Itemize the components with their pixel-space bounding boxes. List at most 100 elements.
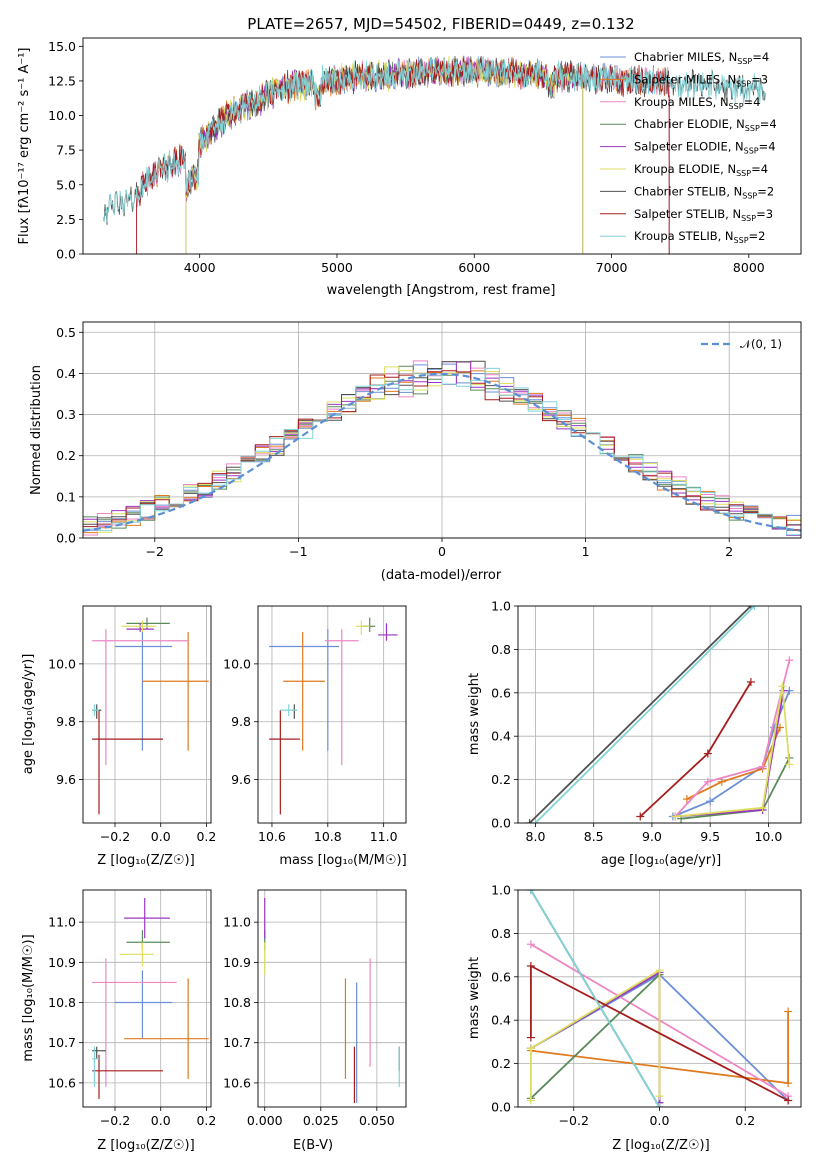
y-tick-label: 10.0	[223, 656, 251, 671]
x-tick-label: −1	[289, 544, 307, 559]
plot-area	[83, 360, 801, 537]
legend-suffix: =2	[757, 184, 774, 198]
plot-background	[258, 890, 406, 1107]
y-tick-label: 0.0	[56, 531, 76, 546]
y-tick-label: 10.0	[48, 656, 76, 671]
plot-area	[92, 617, 209, 815]
x-tick-label: 0.000	[247, 1113, 283, 1128]
legend-subscript: SSP	[734, 236, 749, 245]
plot-area	[103, 55, 766, 254]
y-tick-label: 0.1	[56, 489, 76, 504]
x-axis-label: E(B-V)	[293, 1138, 333, 1153]
x-axis-label: wavelength [Angstrom, rest frame]	[327, 283, 556, 298]
y-axis-label: Normed distribution	[29, 365, 44, 495]
y-tick-label: 9.6	[231, 772, 251, 787]
plot-background	[258, 606, 406, 823]
plot-area	[92, 898, 209, 1099]
weight-line-6	[675, 685, 791, 818]
legend-entry: Chabrier STELIB, NSSP=2	[634, 184, 774, 200]
x-tick-label: 11.0	[370, 829, 398, 844]
plot-area	[264, 898, 400, 1103]
mass-vs-metallicity-panel: −0.2 0.0 0.2 10.6 10.7 10.8 10.9 11.0 Z [log₁₀(Z…	[21, 889, 216, 1153]
legend-subscript: SSP	[744, 147, 759, 156]
y-tick-label: 10.6	[223, 1075, 251, 1090]
spectrum-panel: 4000 5000 6000 7000 8000 0.0 2.5 5.0 7.5 10.0 12.5…	[17, 37, 802, 298]
y-tick-label: 0.4	[491, 1013, 511, 1028]
plot-area	[525, 606, 794, 823]
x-tick-label: 0.0	[151, 829, 171, 844]
y-axis-label: mass [log₁₀(M/M☉)]	[21, 934, 36, 1061]
weight-line-3	[674, 660, 791, 818]
y-tick-label: 9.6	[56, 772, 76, 787]
y-tick-label: 0.2	[491, 772, 511, 787]
legend-entry: Chabrier ELODIE, NSSP=4	[634, 117, 777, 133]
y-tick-label: 10.7	[223, 1035, 251, 1050]
y-tick-label: 0.8	[491, 642, 511, 657]
x-tick-label: 10.0	[754, 829, 782, 844]
y-tick-label: 0.6	[491, 685, 511, 700]
y-tick-label: 0.3	[56, 407, 76, 422]
y-tick-label: 1.0	[491, 883, 511, 898]
axes-frame	[82, 605, 212, 824]
x-axis-label: (data-model)/error	[381, 568, 502, 583]
y-tick-label: 12.5	[48, 73, 76, 88]
x-tick-label: −2	[146, 544, 164, 559]
legend-suffix: =4	[752, 50, 769, 64]
y-tick-label: 0.4	[491, 729, 511, 744]
y-tick-label: 0.5	[56, 325, 76, 340]
axes-frame	[257, 605, 407, 824]
y-tick-label: 5.0	[56, 177, 76, 192]
legend-entry: Salpeter STELIB, NSSP=3	[634, 207, 773, 223]
legend-subscript: SSP	[736, 79, 751, 88]
x-tick-label: 0.050	[359, 1113, 395, 1128]
y-tick-label: 10.0	[48, 108, 76, 123]
axes-frame	[82, 889, 212, 1108]
legend-subscript: SSP	[742, 191, 757, 200]
x-tick-label: 9.5	[700, 829, 720, 844]
y-tick-label: 0.0	[491, 1100, 511, 1115]
x-tick-label: 0.025	[303, 1113, 339, 1128]
plot-background	[518, 606, 801, 823]
legend-text: Kroupa STELIB, N	[634, 229, 734, 243]
axes-frame	[82, 321, 802, 539]
legend-text: Kroupa ELODIE, N	[634, 162, 736, 176]
legend-text: Chabrier STELIB, N	[634, 184, 742, 198]
y-tick-label: 10.9	[223, 955, 251, 970]
histogram-8	[83, 370, 801, 535]
y-tick-label: 10.9	[48, 955, 76, 970]
x-tick-label: 7000	[596, 260, 628, 275]
y-tick-label: 10.8	[48, 995, 76, 1010]
x-tick-label: −0.2	[100, 1113, 130, 1128]
x-tick-label: −0.2	[559, 1113, 589, 1128]
legend-suffix: =4	[751, 162, 768, 176]
legend-entry: Kroupa STELIB, NSSP=2	[634, 229, 765, 245]
weight-line-2	[686, 727, 781, 800]
y-tick-label: 1.0	[491, 599, 511, 614]
legend-suffix: =4	[760, 117, 777, 131]
y-tick-label: 0.6	[491, 969, 511, 984]
x-tick-label: 2	[725, 544, 733, 559]
legend-text: Salpeter MILES, N	[634, 72, 736, 86]
legend-suffix: =2	[749, 229, 766, 243]
x-tick-label: 8.5	[584, 829, 604, 844]
legend-entry: Kroupa ELODIE, NSSP=4	[634, 162, 768, 178]
x-tick-label: −0.2	[100, 829, 130, 844]
axes-frame	[257, 889, 407, 1108]
x-axis-label: Z [log₁₀(Z/Z☉)]	[612, 1138, 709, 1153]
x-tick-label: 9.0	[642, 829, 662, 844]
x-tick-label: 0.2	[196, 829, 216, 844]
y-tick-label: 10.7	[48, 1035, 76, 1050]
legend-text: Kroupa MILES, N	[634, 95, 729, 109]
y-tick-label: 0.2	[491, 1056, 511, 1071]
histogram-9	[83, 367, 801, 536]
y-tick-label: 0.0	[491, 816, 511, 831]
y-tick-label: 15.0	[48, 39, 76, 54]
axes-frame	[517, 889, 802, 1108]
plot-background	[83, 606, 211, 823]
x-tick-label: 10.6	[258, 829, 286, 844]
y-axis-label: mass weight	[467, 957, 482, 1039]
x-axis-label: Z [log₁₀(Z/Z☉)]	[97, 853, 194, 868]
y-tick-label: 0.4	[56, 366, 76, 381]
